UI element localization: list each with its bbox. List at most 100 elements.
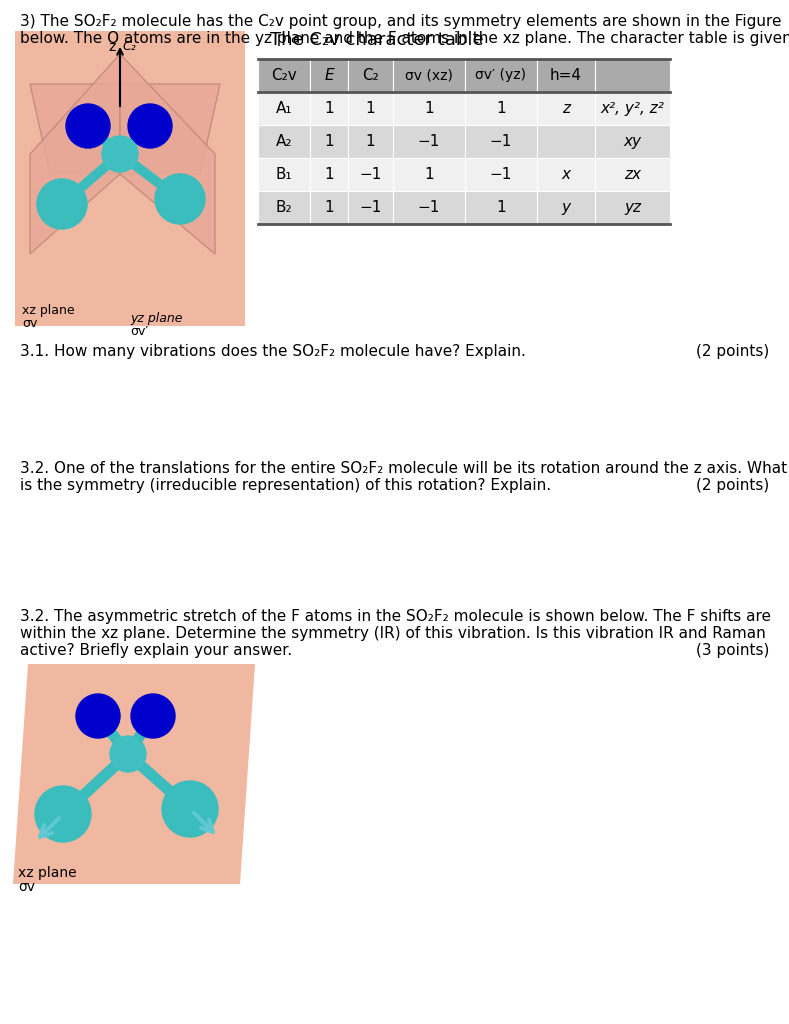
Text: The C₂v character table: The C₂v character table	[270, 31, 484, 49]
Text: x², y², z²: x², y², z²	[600, 101, 664, 116]
Text: 1: 1	[324, 101, 334, 116]
Circle shape	[35, 786, 91, 842]
Circle shape	[155, 174, 205, 224]
Polygon shape	[120, 54, 215, 254]
Text: 1: 1	[496, 101, 506, 116]
Text: A₁: A₁	[275, 101, 292, 116]
Text: 1: 1	[324, 134, 334, 150]
Text: −1: −1	[490, 167, 512, 182]
Bar	[465, 59, 537, 92]
Text: −1: −1	[359, 200, 382, 215]
Bar	[310, 59, 348, 92]
Circle shape	[128, 104, 172, 148]
Text: 1: 1	[424, 101, 434, 116]
Text: σv′ (yz): σv′ (yz)	[476, 69, 526, 83]
Text: yz: yz	[624, 200, 641, 215]
Circle shape	[131, 694, 175, 738]
Bar	[310, 158, 348, 191]
Text: σv′: σv′	[130, 325, 148, 338]
Text: O: O	[148, 711, 158, 721]
Bar	[348, 125, 393, 158]
Bar	[258, 158, 310, 191]
Text: y: y	[562, 200, 570, 215]
Text: 3.1. How many vibrations does the SO₂F₂ molecule have? Explain.: 3.1. How many vibrations does the SO₂F₂ …	[20, 344, 526, 359]
Text: below. The O atoms are in the yz plane and the F atoms in the xz plane. The char: below. The O atoms are in the yz plane a…	[20, 31, 789, 46]
Text: −1: −1	[418, 200, 440, 215]
Circle shape	[66, 104, 110, 148]
Text: xz plane: xz plane	[18, 866, 77, 880]
Text: A₂: A₂	[275, 134, 292, 150]
Text: σv: σv	[18, 880, 35, 894]
Text: (2 points): (2 points)	[696, 344, 769, 359]
Text: xz plane: xz plane	[22, 304, 75, 317]
Bar	[310, 92, 348, 125]
Text: C₂: C₂	[122, 40, 136, 53]
Bar	[537, 125, 595, 158]
Bar	[595, 191, 670, 224]
Bar	[393, 125, 465, 158]
Bar	[258, 125, 310, 158]
Text: σv: σv	[22, 317, 37, 330]
Text: 1: 1	[324, 200, 334, 215]
Bar	[465, 125, 537, 158]
Bar	[465, 92, 537, 125]
Text: O: O	[93, 711, 103, 721]
Text: B₂: B₂	[275, 200, 292, 215]
Text: B₁: B₁	[275, 167, 292, 182]
Bar	[258, 59, 310, 92]
Text: 1: 1	[324, 167, 334, 182]
Text: z: z	[562, 101, 570, 116]
Text: σv (xz): σv (xz)	[405, 69, 453, 83]
Bar	[393, 92, 465, 125]
Text: F: F	[58, 197, 67, 211]
Text: z: z	[108, 40, 115, 54]
Bar	[595, 59, 670, 92]
Bar	[595, 158, 670, 191]
Bar	[393, 158, 465, 191]
Bar	[310, 191, 348, 224]
Circle shape	[37, 179, 87, 229]
Text: S: S	[124, 748, 133, 761]
Bar	[537, 191, 595, 224]
Text: 3) The SO₂F₂ molecule has the C₂v point group, and its symmetry elements are sho: 3) The SO₂F₂ molecule has the C₂v point …	[20, 14, 781, 29]
Text: is the symmetry (irreducible representation) of this rotation? Explain.: is the symmetry (irreducible representat…	[20, 478, 552, 493]
Text: C₂: C₂	[362, 68, 379, 83]
Text: S: S	[115, 147, 125, 161]
Text: 1: 1	[496, 200, 506, 215]
Text: active? Briefly explain your answer.: active? Briefly explain your answer.	[20, 643, 292, 658]
Bar	[393, 59, 465, 92]
Circle shape	[162, 781, 218, 837]
Polygon shape	[30, 84, 220, 174]
Text: (3 points): (3 points)	[696, 643, 769, 658]
Polygon shape	[13, 664, 255, 884]
Bar	[465, 158, 537, 191]
Text: x: x	[562, 167, 570, 182]
Text: xy: xy	[623, 134, 641, 150]
Text: −1: −1	[490, 134, 512, 150]
Text: within the xz plane. Determine the symmetry (IR) of this vibration. Is this vibr: within the xz plane. Determine the symme…	[20, 626, 766, 641]
Bar	[310, 125, 348, 158]
Text: 1: 1	[365, 134, 376, 150]
Text: O: O	[83, 120, 93, 132]
Text: C₂v: C₂v	[271, 68, 297, 83]
Bar	[258, 92, 310, 125]
Text: zx: zx	[624, 167, 641, 182]
Bar	[537, 158, 595, 191]
Bar	[348, 158, 393, 191]
Text: 1: 1	[365, 101, 376, 116]
Text: 3.2. The asymmetric stretch of the F atoms in the SO₂F₂ molecule is shown below.: 3.2. The asymmetric stretch of the F ato…	[20, 609, 771, 624]
Bar	[15, 31, 245, 326]
Text: h=4: h=4	[550, 68, 582, 83]
Bar	[537, 59, 595, 92]
Circle shape	[76, 694, 120, 738]
Bar	[595, 92, 670, 125]
Text: −1: −1	[418, 134, 440, 150]
Circle shape	[102, 136, 138, 172]
Bar	[537, 92, 595, 125]
Text: −1: −1	[359, 167, 382, 182]
Text: 1: 1	[424, 167, 434, 182]
Text: F: F	[175, 193, 185, 206]
Bar	[348, 59, 393, 92]
Polygon shape	[30, 54, 120, 254]
Circle shape	[110, 736, 146, 772]
